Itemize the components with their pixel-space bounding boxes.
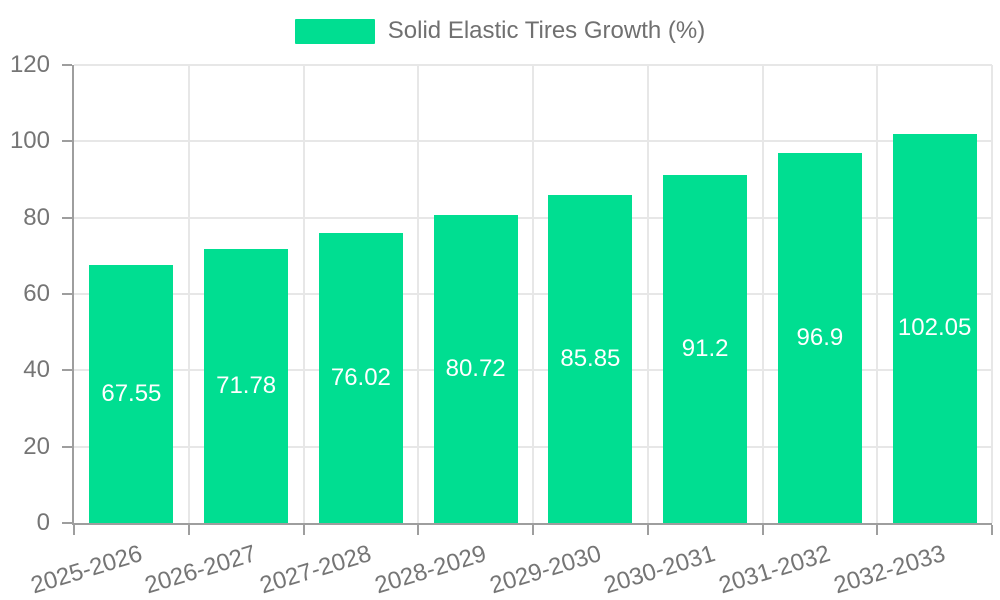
legend-swatch-icon	[294, 18, 375, 44]
bar[interactable]: 76.02	[318, 232, 403, 523]
bar[interactable]: 102.05	[892, 133, 977, 523]
x-axis-category-label: 2030-2031	[601, 540, 719, 600]
bar-value-label: 67.55	[101, 380, 162, 408]
v-gridline	[302, 65, 305, 523]
x-axis-category-label: 2025-2026	[27, 540, 145, 600]
x-axis-line	[72, 523, 992, 525]
v-gridline	[417, 65, 420, 523]
x-axis-tick	[761, 525, 764, 535]
x-axis-category-label: 2032-2033	[830, 540, 949, 600]
v-gridline	[187, 65, 190, 523]
x-axis-category-label: 2031-2032	[715, 540, 834, 600]
y-axis-tick-label: 100	[9, 127, 50, 155]
y-axis-tick-label: 20	[23, 432, 50, 460]
bar-value-label: 80.72	[445, 354, 506, 382]
x-axis-tick	[73, 525, 75, 535]
bar[interactable]: 91.2	[663, 174, 748, 523]
x-axis-tick	[187, 525, 190, 535]
y-axis-tick-label: 40	[23, 356, 50, 384]
y-axis-tick-label: 80	[23, 203, 50, 231]
bar[interactable]: 80.72	[433, 214, 518, 523]
y-axis-tick-label: 0	[36, 509, 50, 536]
x-axis-category-label: 2026-2027	[142, 540, 260, 600]
legend: Solid Elastic Tires Growth (%)	[0, 17, 1000, 45]
x-axis-tick	[417, 525, 420, 535]
y-axis-tick	[62, 64, 72, 66]
x-axis-tick	[302, 525, 305, 535]
legend-item[interactable]: Solid Elastic Tires Growth (%)	[294, 17, 706, 45]
y-axis-tick	[62, 216, 72, 219]
bar-value-label: 102.05	[897, 314, 972, 342]
bar[interactable]: 67.55	[89, 265, 174, 523]
bar[interactable]: 85.85	[548, 195, 633, 523]
bar-value-label: 85.85	[560, 345, 621, 373]
x-axis-tick	[646, 525, 649, 535]
y-axis-tick	[62, 140, 72, 143]
y-axis-tick	[62, 369, 72, 372]
y-axis-tick	[62, 293, 72, 295]
bar[interactable]: 71.78	[204, 249, 289, 523]
v-gridline	[991, 65, 993, 523]
bar-value-label: 96.9	[796, 324, 844, 352]
y-axis-tick	[62, 445, 72, 448]
x-axis-category-label: 2028-2029	[371, 540, 490, 600]
bar-value-label: 76.02	[330, 363, 391, 391]
v-gridline	[646, 65, 649, 523]
y-axis-tick	[62, 522, 72, 524]
bar-value-label: 71.78	[216, 372, 277, 400]
y-axis-line	[72, 65, 74, 525]
bar[interactable]: 96.9	[777, 153, 862, 523]
v-gridline	[532, 65, 534, 523]
x-axis-tick	[876, 525, 879, 535]
x-axis-tick	[991, 525, 993, 535]
y-axis-tick-label: 60	[23, 280, 50, 307]
bar-value-label: 91.2	[681, 334, 729, 362]
x-axis-tick	[532, 525, 534, 535]
legend-label: Solid Elastic Tires Growth (%)	[387, 17, 706, 44]
y-axis-tick-label: 120	[9, 51, 50, 78]
v-gridline	[761, 65, 764, 523]
x-axis-category-label: 2029-2030	[486, 540, 604, 600]
v-gridline	[876, 65, 879, 523]
plot-area: 0 20 40 60 80 100 120 67.55 2025-2026 71.78 2026-2…	[10, 51, 993, 599]
x-axis-category-label: 2027-2028	[256, 540, 375, 600]
